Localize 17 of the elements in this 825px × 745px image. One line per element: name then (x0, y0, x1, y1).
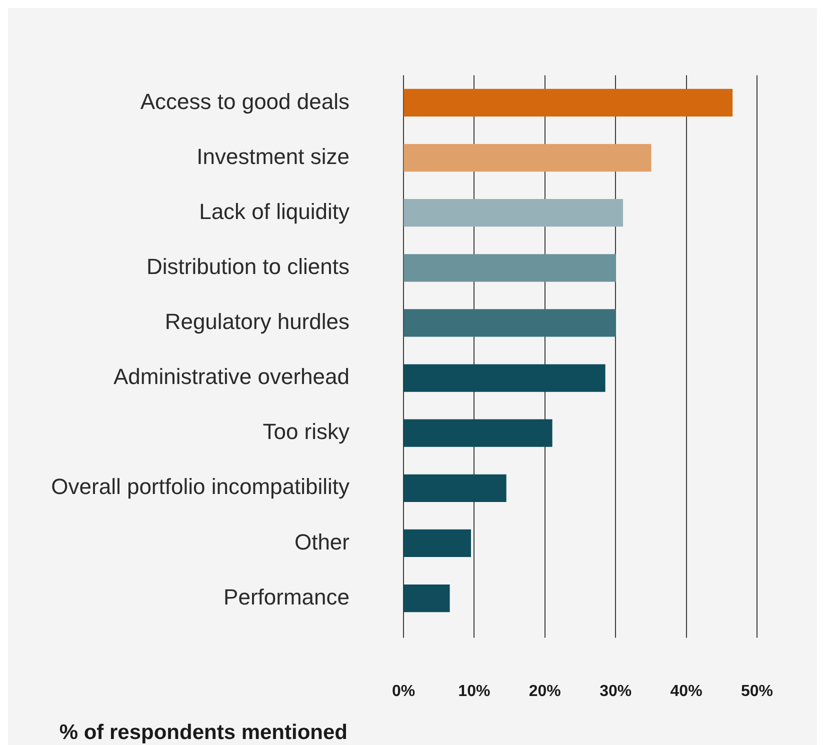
x-tick-label: 0% (392, 682, 416, 700)
x-tick-label: 50% (740, 682, 774, 700)
y-tick-label: Lack of liquidity (199, 198, 350, 224)
y-tick-label: Administrative overhead (113, 364, 350, 390)
y-tick-label: Overall portfolio incompatibility (51, 474, 350, 500)
x-tick-label: 30% (600, 682, 632, 700)
y-tick-label: Distribution to clients (146, 254, 350, 279)
y-tick-label: Other (294, 529, 350, 554)
y-tick-label: Performance (224, 584, 350, 610)
x-tick-label: 10% (458, 682, 490, 700)
x-tick-label: 40% (670, 682, 702, 700)
x-axis-title: % of respondents mentioned (59, 720, 348, 744)
y-tick-label: Access to good deals (140, 88, 350, 114)
y-tick-label: Too risky (262, 419, 350, 444)
y-tick-label: Investment size (196, 144, 350, 169)
x-tick-label: 20% (528, 682, 561, 700)
y-tick-label: Regulatory hurdles (164, 309, 350, 334)
